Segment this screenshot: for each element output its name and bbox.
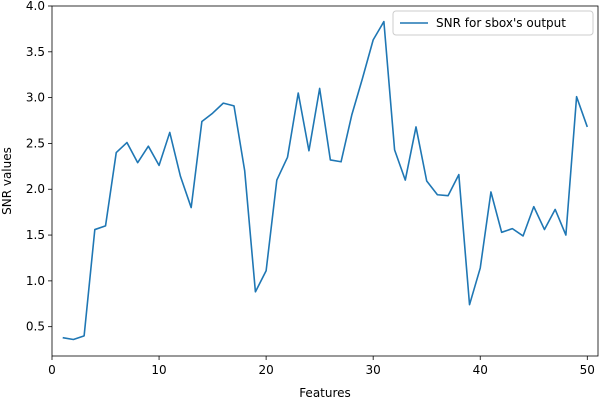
x-tick-label: 30 <box>366 363 381 377</box>
y-tick-label: 2.5 <box>26 136 45 150</box>
x-tick-label: 40 <box>473 363 488 377</box>
x-tick-label: 0 <box>48 363 56 377</box>
x-tick-label: 10 <box>151 363 166 377</box>
tick-marks: 0 10 20 30 40 50 0.5 1.0 1.5 2.0 2.5 3.0 3.5 4.0 <box>26 0 595 377</box>
y-tick-label: 0.5 <box>26 320 45 334</box>
x-axis-label: Features <box>299 386 351 400</box>
series-line <box>62 20 589 341</box>
x-tick-label: 20 <box>258 363 273 377</box>
legend: SNR for sbox's output <box>392 10 594 36</box>
y-tick-label: 3.0 <box>26 91 45 105</box>
legend-box <box>392 10 594 36</box>
legend-label: SNR for sbox's output <box>436 16 566 30</box>
y-tick-label: 4.0 <box>26 0 45 13</box>
y-axis-label: SNR values <box>0 147 14 215</box>
y-tick-label: 2.0 <box>26 182 45 196</box>
plot-frame <box>51 5 599 357</box>
series-lines <box>62 20 589 341</box>
y-tick-label: 1.0 <box>26 274 45 288</box>
x-tick-label: 50 <box>580 363 595 377</box>
y-tick-label: 3.5 <box>26 45 45 59</box>
y-tick-label: 1.5 <box>26 228 45 242</box>
